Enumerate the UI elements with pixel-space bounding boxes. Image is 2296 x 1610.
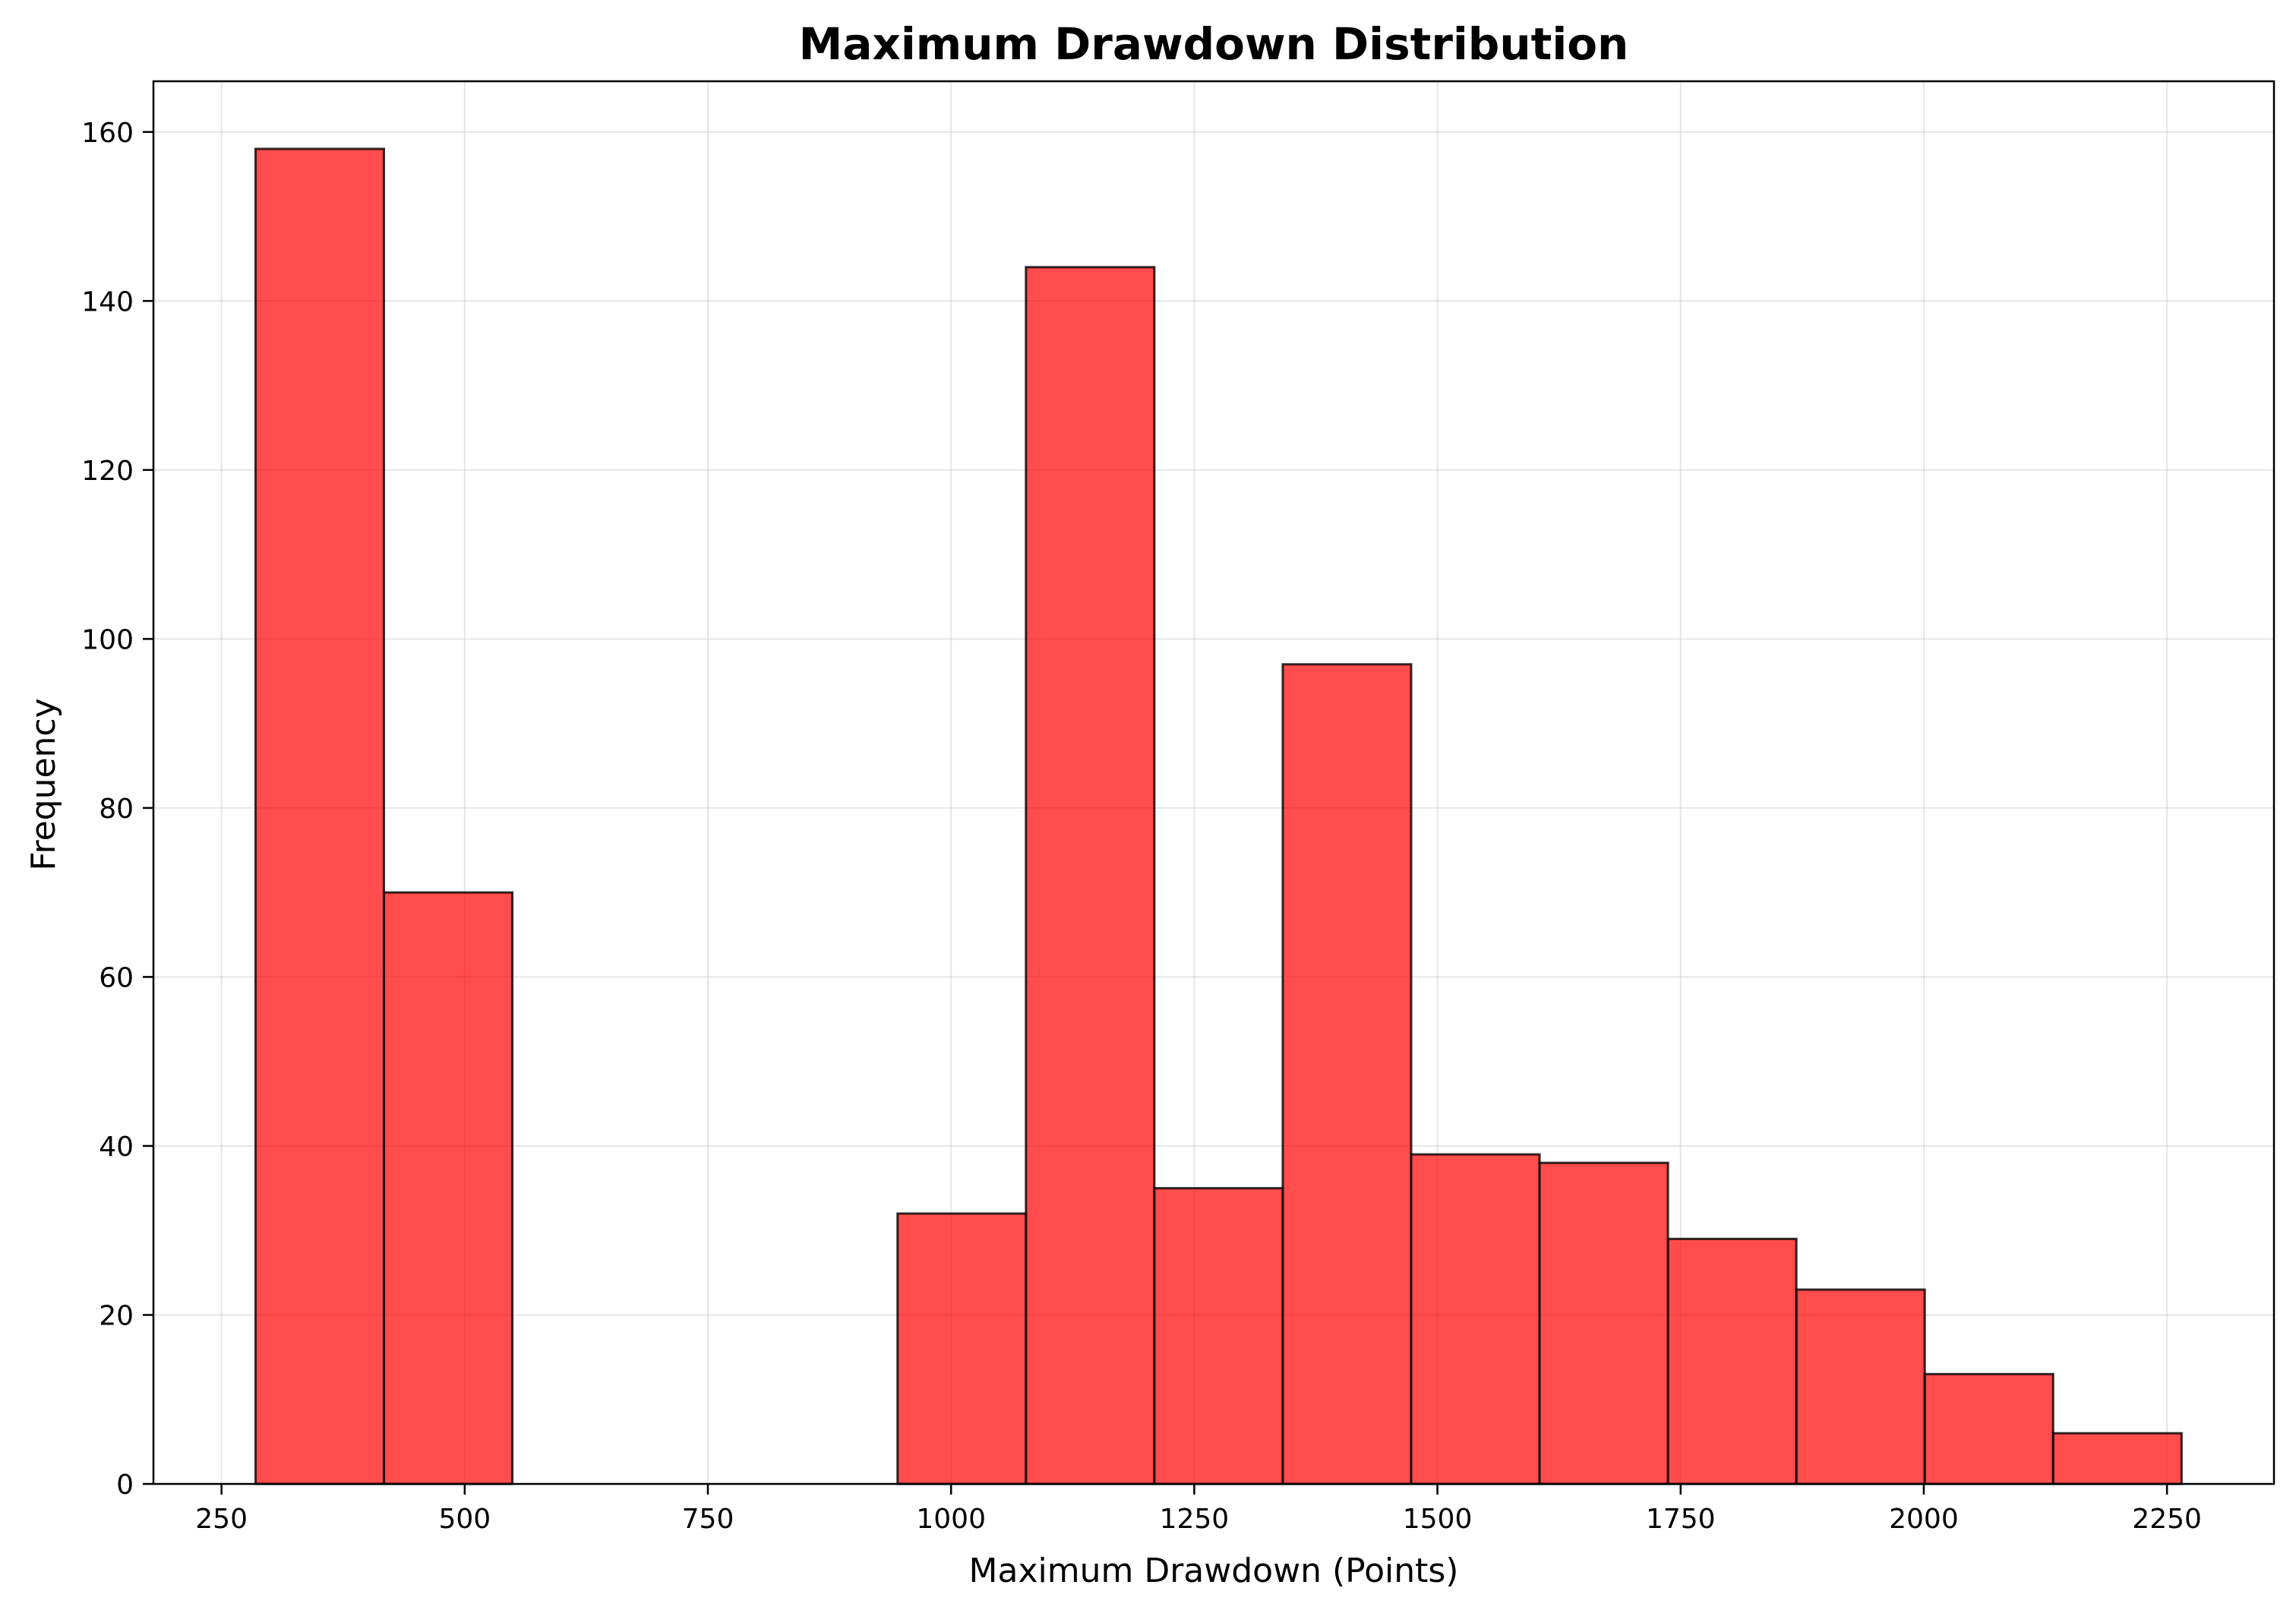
x-tick-label: 1000 <box>916 1504 986 1535</box>
y-axis-label: Frequency <box>24 698 63 870</box>
y-tick-label: 20 <box>99 1300 134 1331</box>
histogram-bar <box>896 1212 1028 1485</box>
x-tick-label: 2250 <box>2132 1504 2202 1535</box>
x-tick-label: 2000 <box>1889 1504 1959 1535</box>
y-tick-label: 120 <box>81 456 134 487</box>
y-tick-label: 0 <box>116 1470 134 1501</box>
histogram-bar <box>1538 1161 1669 1485</box>
histogram-bar <box>383 891 514 1485</box>
y-tick-label: 140 <box>81 286 134 317</box>
histogram-bar <box>1666 1237 1798 1485</box>
y-axis-ticks: 0 20 40 60 80 100 120 140 160 <box>81 118 153 1501</box>
x-tick-label: 750 <box>682 1504 734 1535</box>
x-tick-label: 250 <box>195 1504 248 1535</box>
histogram-bar <box>1795 1288 1926 1485</box>
x-tick-label: 1750 <box>1646 1504 1716 1535</box>
x-axis-label: Maximum Drawdown (Points) <box>969 1552 1459 1590</box>
x-tick-label: 500 <box>438 1504 491 1535</box>
chart-title: Maximum Drawdown Distribution <box>799 18 1629 70</box>
x-tick-label: 1250 <box>1160 1504 1230 1535</box>
x-axis-ticks: 250 500 750 1000 1250 1500 1750 2000 2250 <box>195 1484 2202 1535</box>
histogram-bar <box>254 147 386 1485</box>
y-tick-label: 80 <box>99 794 134 825</box>
histogram-bar <box>1923 1372 2054 1485</box>
histogram-bar <box>1153 1187 1284 1485</box>
histogram-bar <box>1281 663 1413 1485</box>
y-tick-label: 40 <box>99 1132 134 1163</box>
x-tick-label: 1500 <box>1403 1504 1473 1535</box>
histogram-bar <box>1410 1153 1541 1485</box>
y-tick-label: 160 <box>81 118 134 149</box>
plot-frame <box>152 80 2275 1485</box>
histogram-bar <box>2051 1432 2183 1485</box>
histogram-bar <box>1025 266 1156 1485</box>
histogram-bars <box>254 147 2183 1485</box>
y-tick-label: 100 <box>81 624 134 655</box>
y-tick-label: 60 <box>99 962 134 993</box>
